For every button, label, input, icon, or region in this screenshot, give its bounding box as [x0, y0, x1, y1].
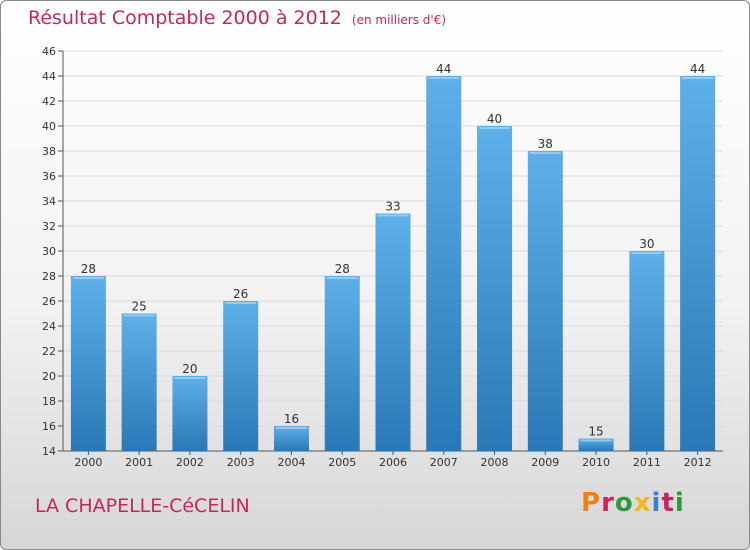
y-tick-label: 20 [42, 370, 56, 383]
logo-letter: i [674, 488, 685, 518]
bar-2012 [680, 76, 716, 451]
bar-highlight-2002 [174, 377, 206, 379]
value-label-2008: 40 [487, 112, 502, 126]
bar-2004 [273, 426, 309, 451]
bar-highlight-2005 [326, 277, 358, 279]
bar-2007 [426, 76, 462, 451]
y-tick-label: 36 [42, 170, 56, 183]
y-tick-label: 22 [42, 345, 56, 358]
x-tick-label-2000: 2000 [74, 456, 102, 469]
bars [70, 76, 716, 451]
logo-letter: i [651, 488, 662, 518]
y-tick-label: 46 [42, 45, 56, 58]
bar-highlight-2008 [479, 127, 511, 129]
y-tick-label: 28 [42, 270, 56, 283]
y-axis-ticks: 14 16 18 20 22 24 26 28 30 32 34 36 38 40 42 44 46 [42, 45, 63, 458]
bar-2002 [172, 376, 208, 451]
x-axis-ticks: 2000 2001 2002 2003 2004 2005 2006 2007 2008 2009… [74, 451, 712, 469]
chart-subtitle: (en milliers d'€) [351, 13, 447, 27]
value-label-2010: 15 [588, 425, 603, 439]
bar-highlight-2006 [377, 214, 409, 217]
value-label-2006: 33 [385, 200, 400, 214]
y-tick-label: 44 [42, 70, 56, 83]
x-tick-label-2009: 2009 [531, 456, 559, 469]
x-tick-label-2005: 2005 [328, 456, 356, 469]
x-tick-label-2007: 2007 [430, 456, 458, 469]
value-label-2003: 26 [233, 287, 248, 301]
bar-2005 [324, 276, 360, 451]
bar-highlight-2010 [580, 439, 612, 442]
value-label-2001: 25 [132, 300, 147, 314]
y-tick-label: 16 [42, 420, 56, 433]
bar-2001 [121, 313, 157, 451]
bar-2000 [70, 276, 106, 451]
x-tick-label-2004: 2004 [277, 456, 305, 469]
value-label-2002: 20 [182, 362, 197, 376]
x-tick-label-2006: 2006 [379, 456, 407, 469]
bar-highlight-2004 [275, 427, 307, 429]
y-tick-label: 18 [42, 395, 56, 408]
value-label-2004: 16 [284, 412, 299, 426]
x-tick-label-2012: 2012 [684, 456, 712, 469]
x-tick-label-2010: 2010 [582, 456, 610, 469]
proxiti-logo: Proxiti [581, 488, 685, 518]
x-tick-label-2001: 2001 [125, 456, 153, 469]
bar-highlight-2003 [225, 302, 257, 304]
logo-letter: r [601, 488, 615, 518]
value-label-2005: 28 [335, 262, 350, 276]
x-tick-label-2002: 2002 [176, 456, 204, 469]
x-tick-label-2008: 2008 [481, 456, 509, 469]
y-tick-label: 32 [42, 220, 56, 233]
y-tick-label: 14 [42, 445, 56, 458]
x-tick-label-2003: 2003 [227, 456, 255, 469]
value-label-2009: 38 [538, 137, 553, 151]
value-label-2000: 28 [81, 262, 96, 276]
bar-highlight-2012 [682, 77, 714, 79]
commune-name: LA CHAPELLE-CéCELIN [35, 495, 250, 517]
bar-highlight-2009 [529, 152, 561, 154]
x-tick-label-2011: 2011 [633, 456, 661, 469]
logo-letter: t [661, 488, 675, 518]
value-labels: 28 25 20 26 16 28 33 44 40 38 15 30 44 [81, 62, 706, 439]
chart-title-block: Résultat Comptable 2000 à 2012 (en millie… [28, 7, 446, 29]
bar-2010 [578, 438, 614, 451]
logo-letter: x [633, 488, 652, 518]
y-tick-label: 38 [42, 145, 56, 158]
bar-2006 [375, 213, 411, 451]
bar-highlight-2000 [72, 277, 104, 279]
y-tick-label: 40 [42, 120, 56, 133]
bar-2008 [477, 126, 513, 451]
y-tick-label: 24 [42, 320, 56, 333]
value-label-2007: 44 [436, 62, 451, 76]
bar-2011 [629, 251, 665, 451]
bar-highlight-2007 [428, 77, 460, 79]
y-tick-label: 34 [42, 195, 56, 208]
logo-letter: o [614, 488, 634, 518]
bar-2009 [527, 151, 563, 451]
value-label-2012: 44 [690, 62, 705, 76]
y-tick-label: 30 [42, 245, 56, 258]
value-label-2011: 30 [639, 237, 654, 251]
bar-highlight-2001 [123, 314, 155, 317]
y-tick-label: 42 [42, 95, 56, 108]
bar-2003 [223, 301, 259, 451]
bar-highlight-2011 [631, 252, 663, 254]
logo-letter: P [581, 488, 602, 518]
y-tick-label: 26 [42, 295, 56, 308]
chart-title: Résultat Comptable 2000 à 2012 [28, 7, 342, 29]
